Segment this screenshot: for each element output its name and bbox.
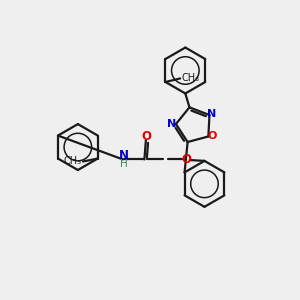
Text: N: N: [118, 149, 128, 162]
Text: CH₃: CH₃: [181, 74, 200, 83]
Text: N: N: [167, 119, 177, 129]
Text: H: H: [120, 159, 128, 169]
Text: O: O: [181, 153, 191, 166]
Text: O: O: [208, 131, 217, 142]
Text: CH₃: CH₃: [64, 157, 82, 166]
Text: O: O: [141, 130, 151, 143]
Text: N: N: [207, 109, 216, 119]
